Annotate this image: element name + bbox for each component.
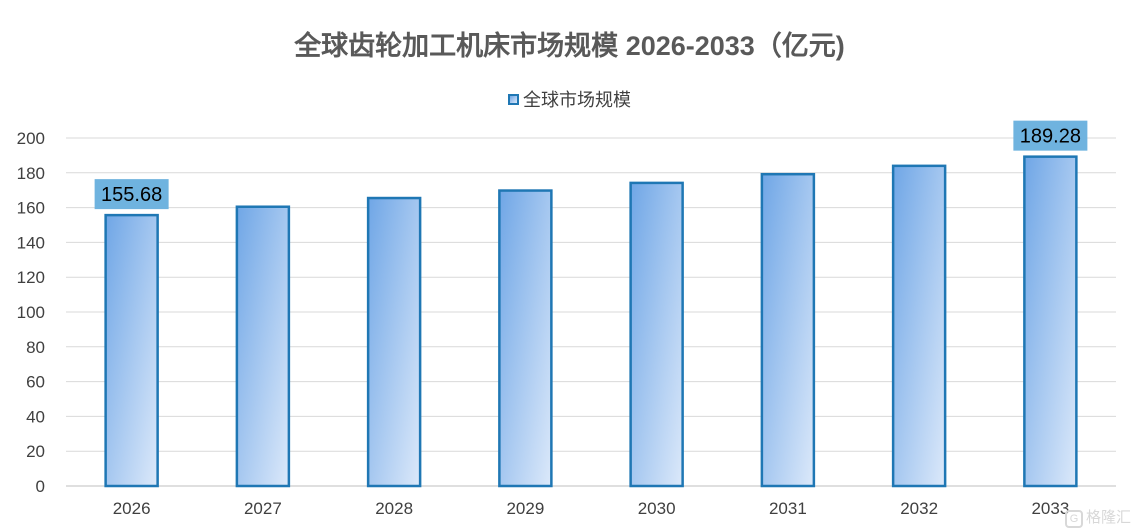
x-tick-label: 2029 xyxy=(506,499,544,518)
data-label-box xyxy=(94,179,169,210)
bars xyxy=(104,155,1078,488)
y-tick-label: 200 xyxy=(17,129,45,148)
y-axis-ticks: 0 20 40 60 80 100 120 140 160 180 200 xyxy=(17,129,45,496)
y-tick-label: 80 xyxy=(26,338,45,357)
y-tick-label: 100 xyxy=(17,303,45,322)
data-labels: 155.68 189.28 xyxy=(94,120,1088,210)
x-axis-ticks: 2026 2027 2028 2029 2030 2031 2032 2033 xyxy=(113,499,1070,518)
gridlines xyxy=(66,137,1116,487)
x-tick-label: 2032 xyxy=(900,499,938,518)
data-label-text: 155.68 xyxy=(101,184,162,206)
legend-label: 全球市场规模 xyxy=(523,90,631,110)
x-tick-label: 2030 xyxy=(638,499,676,518)
legend-swatch xyxy=(508,93,519,105)
y-tick-label: 40 xyxy=(26,407,45,426)
bar-2031 xyxy=(760,172,816,488)
watermark-text: 格隆汇 xyxy=(1085,509,1131,526)
data-label-text: 189.28 xyxy=(1020,126,1081,148)
data-label-2033: 189.28 xyxy=(1013,120,1088,151)
bar-2029 xyxy=(498,189,553,488)
bar-2032 xyxy=(891,164,947,488)
watermark-logo-icon: G xyxy=(1064,510,1083,528)
x-tick-label: 2033 xyxy=(1031,499,1069,518)
y-tick-label: 20 xyxy=(26,442,45,461)
x-tick-label: 2027 xyxy=(244,499,282,518)
bar-2030 xyxy=(629,181,684,488)
x-tick-label: 2026 xyxy=(113,499,151,518)
bar-2028 xyxy=(366,196,422,488)
data-label-2026: 155.68 xyxy=(94,179,169,210)
x-tick-label: 2031 xyxy=(769,499,807,518)
y-tick-label: 160 xyxy=(17,199,45,218)
bar-2026 xyxy=(104,213,159,488)
y-tick-label: 0 xyxy=(36,477,45,496)
legend: 全球市场规模 xyxy=(0,86,1139,112)
x-tick-label: 2028 xyxy=(375,499,413,518)
y-tick-label: 180 xyxy=(17,164,45,183)
y-tick-label: 140 xyxy=(17,233,45,252)
bar-2033 xyxy=(1023,155,1078,488)
bar-2027 xyxy=(235,205,291,488)
y-tick-label: 60 xyxy=(26,373,45,392)
chart-title: 全球齿轮加工机床市场规模 2026-2033（亿元) xyxy=(294,31,845,61)
y-tick-label: 120 xyxy=(17,268,45,287)
watermark: G 格隆汇 xyxy=(1064,506,1131,528)
data-label-box xyxy=(1013,120,1088,151)
